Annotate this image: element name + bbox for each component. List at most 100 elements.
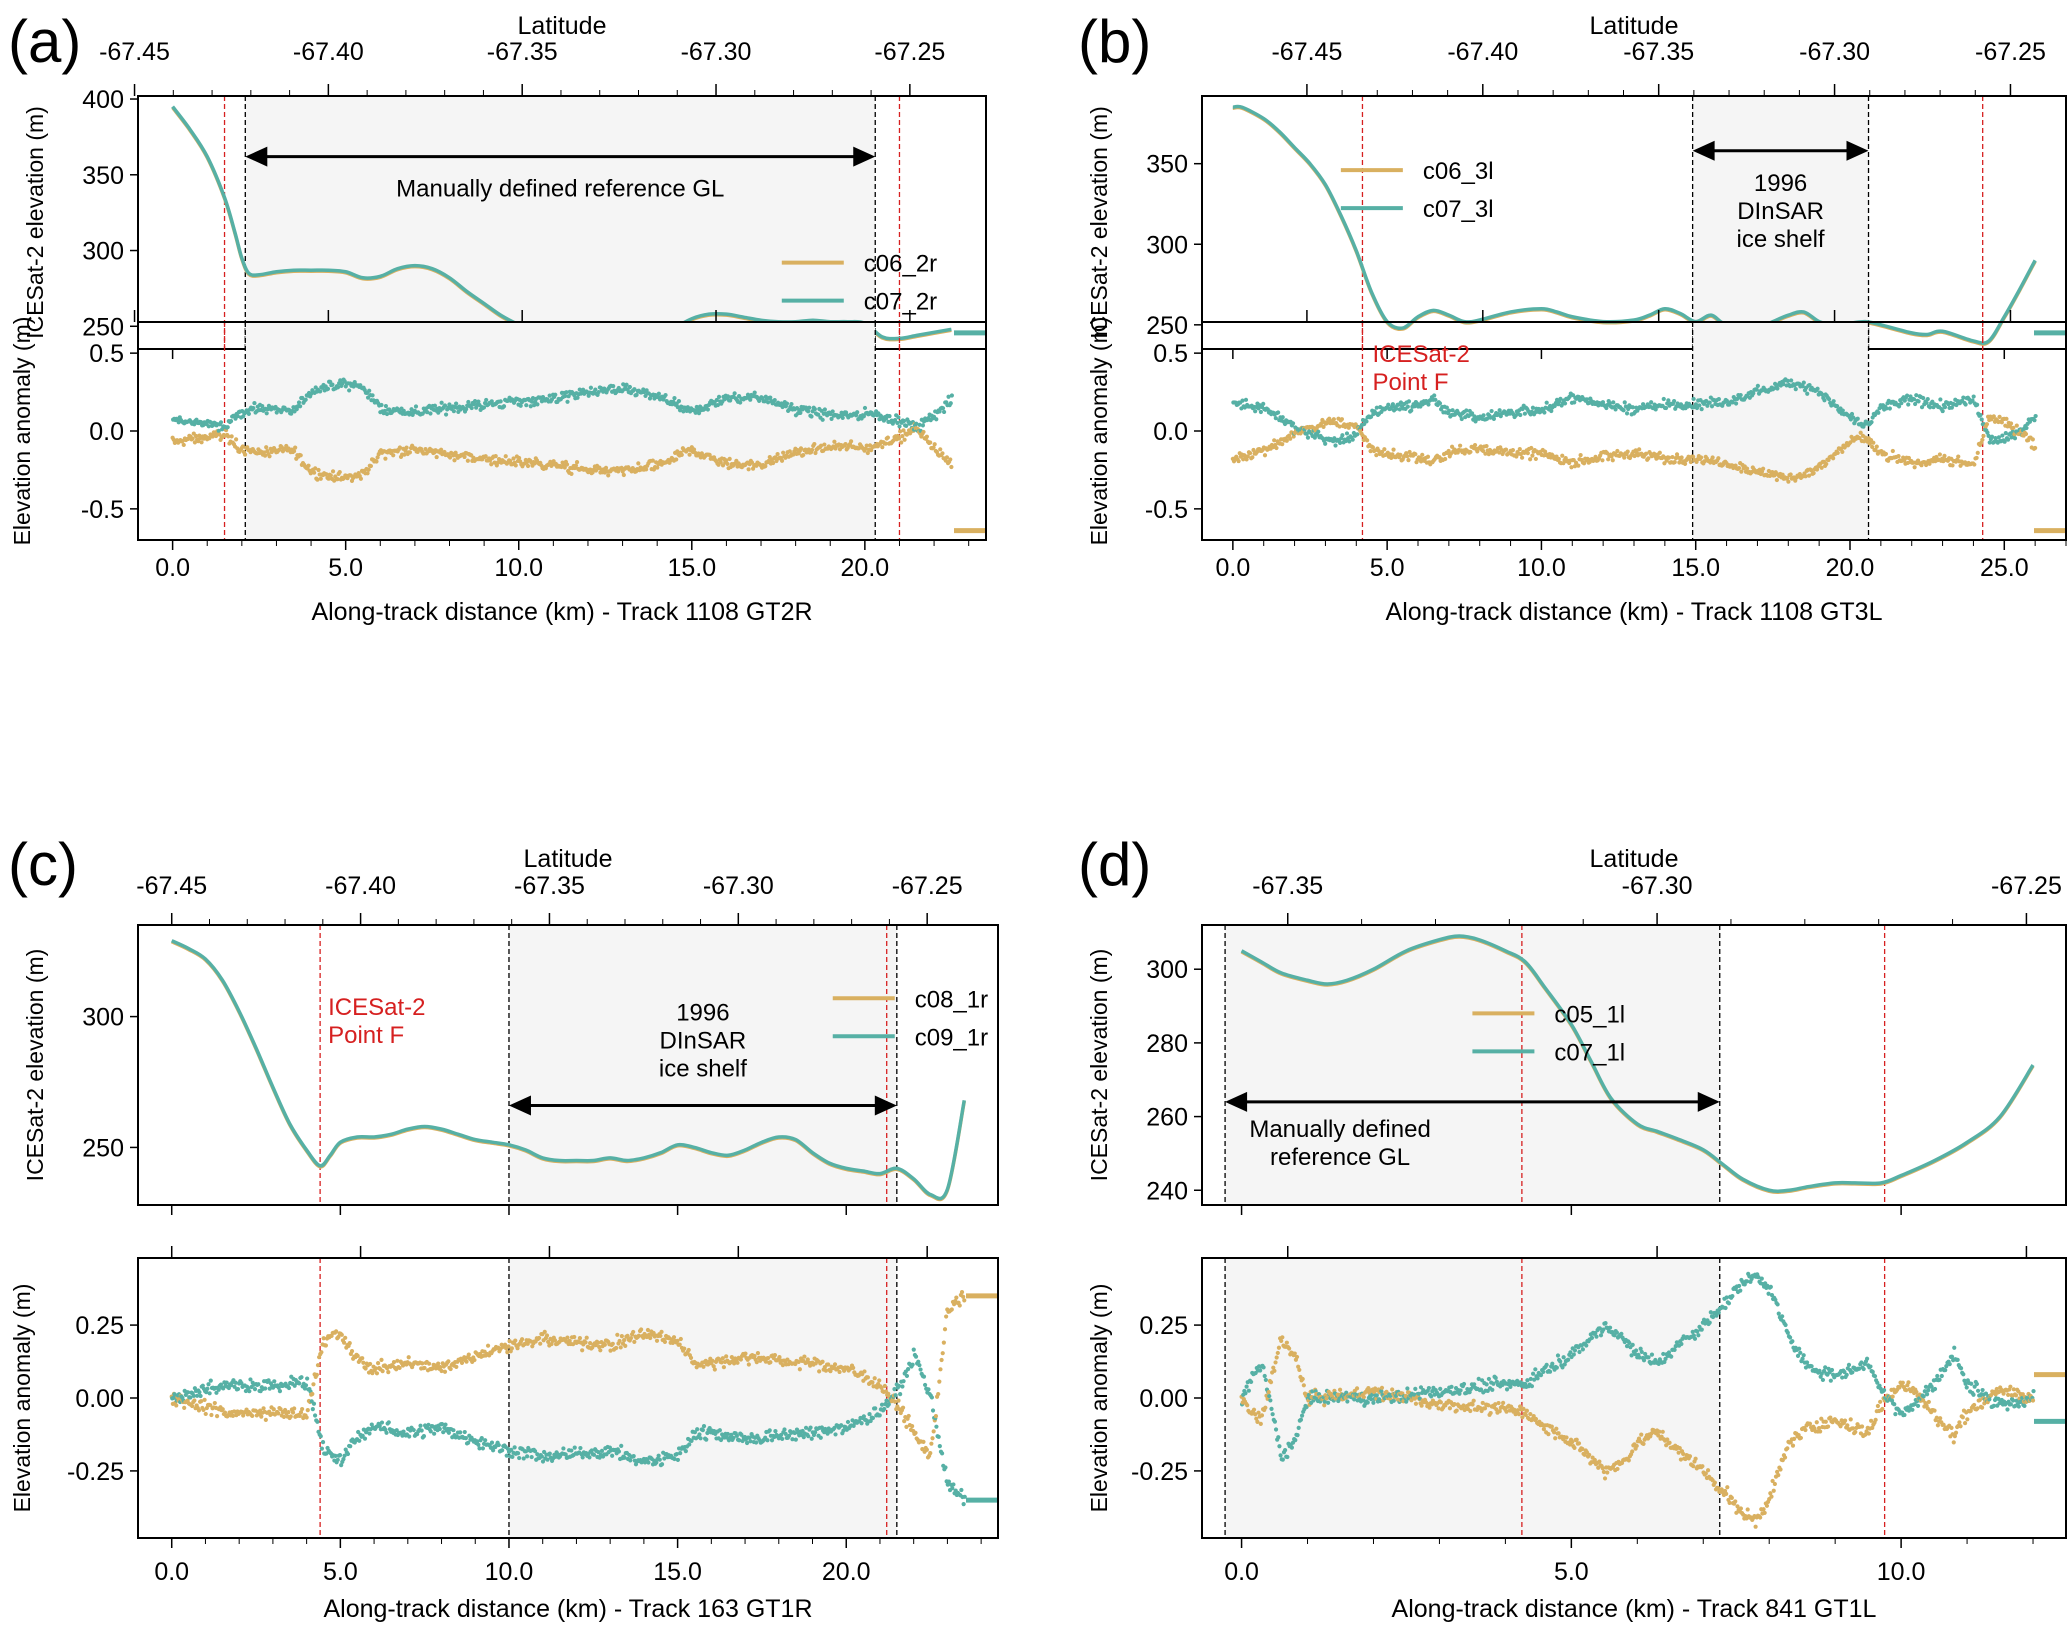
- scatter-point-teal: [939, 1451, 945, 1456]
- scatter-point-teal: [1447, 408, 1452, 413]
- latitude-tick-label: -67.25: [874, 38, 945, 66]
- scatter-point-teal: [523, 1449, 529, 1454]
- scatter-point-gold: [1625, 449, 1630, 454]
- scatter-point-teal: [563, 1452, 568, 1457]
- scatter-point-gold: [928, 440, 933, 445]
- scatter-points: [1239, 1271, 2036, 1529]
- scatter-point-teal: [695, 407, 700, 412]
- scatter-point-teal: [897, 424, 902, 429]
- scatter-point-teal: [233, 1380, 238, 1385]
- scatter-point-gold: [349, 1349, 355, 1354]
- scatter-point-gold: [1253, 1412, 1258, 1417]
- scatter-point-teal: [1438, 1386, 1443, 1391]
- scatter-point-gold: [328, 473, 333, 478]
- scatter-point-gold: [368, 463, 374, 469]
- scatter-point-teal: [447, 402, 452, 407]
- scatter-point-gold: [608, 1348, 613, 1353]
- scatter-points: [169, 1290, 967, 1507]
- y-tick-label: 0.0: [89, 418, 124, 446]
- scatter-point-teal: [747, 1435, 752, 1440]
- scatter-point-teal: [214, 1390, 219, 1395]
- series-line-c06_3l: [1232, 105, 2037, 346]
- scatter-point-gold: [588, 1340, 593, 1346]
- scatter-point-teal: [443, 1422, 448, 1427]
- scatter-point-teal: [428, 411, 433, 416]
- scatter-point-teal: [768, 395, 773, 400]
- scatter-point-gold: [226, 434, 231, 439]
- scatter-point-teal: [657, 1457, 662, 1462]
- scatter-point-gold: [879, 1385, 884, 1390]
- scatter-point-teal: [464, 406, 469, 412]
- scatter-point-teal: [659, 1462, 665, 1467]
- scatter-point-teal: [256, 1382, 261, 1387]
- scatter-point-teal: [476, 399, 481, 404]
- scatter-point-gold: [427, 1361, 432, 1366]
- scatter-point-teal: [922, 1382, 928, 1388]
- scatter-point-gold: [775, 451, 780, 457]
- scatter-point-teal: [674, 1451, 679, 1457]
- scatter-point-teal: [1699, 406, 1704, 412]
- scatter-point-gold: [658, 1333, 663, 1338]
- scatter-point-gold: [1831, 456, 1836, 461]
- scatter-point-teal: [218, 420, 224, 425]
- scatter-point-gold: [828, 1368, 833, 1374]
- scatter-point-teal: [1773, 381, 1778, 386]
- x-axis-label: Along-track distance (km) - Track 1108 G…: [311, 598, 812, 626]
- scatter-point-gold: [826, 1362, 831, 1367]
- scatter-point-teal: [676, 399, 682, 404]
- scatter-point-gold: [259, 1414, 264, 1419]
- scatter-point-gold: [174, 1403, 179, 1408]
- scatter-point-gold: [932, 442, 937, 447]
- scatter-point-gold: [1803, 474, 1808, 479]
- scatter-point-teal: [1409, 408, 1414, 413]
- latitude-tick-label: -67.45: [136, 872, 207, 900]
- scatter-point-teal: [693, 410, 698, 415]
- scatter-point-gold: [1275, 1350, 1280, 1356]
- scatter-point-teal: [822, 407, 827, 412]
- scatter-point-gold: [1301, 1383, 1306, 1388]
- scatter-point-teal: [786, 1433, 792, 1438]
- axes-frame: [1201, 95, 2067, 350]
- scatter-point-gold: [312, 470, 317, 475]
- scatter-point-teal: [631, 1453, 636, 1459]
- scatter-point-gold: [1691, 454, 1696, 459]
- latitude-axis-label: Latitude: [1590, 845, 1679, 873]
- scatter-point-gold: [801, 452, 806, 458]
- scatter-point-teal: [2012, 436, 2018, 441]
- scatter-point-gold: [1472, 443, 1478, 448]
- scatter-point-gold: [196, 439, 201, 444]
- scatter-point-gold: [569, 471, 574, 476]
- shaded-region: [508, 1258, 897, 1538]
- scatter-point-teal: [1666, 398, 1671, 403]
- y-tick-label: 0.00: [75, 1385, 124, 1413]
- scatter-point-teal: [1289, 1445, 1294, 1450]
- scatter-point-teal: [941, 409, 947, 415]
- scatter-point-gold: [1606, 457, 1611, 462]
- scatter-point-teal: [634, 392, 639, 397]
- scatter-point-gold: [1245, 1403, 1250, 1408]
- scatter-point-gold: [1419, 1403, 1424, 1408]
- scatter-point-teal: [303, 1383, 309, 1388]
- scatter-point-gold: [263, 1417, 268, 1422]
- scatter-point-teal: [780, 1436, 785, 1442]
- scatter-point-gold: [440, 1361, 445, 1366]
- scatter-point-teal: [1899, 401, 1904, 406]
- scatter-point-gold: [931, 1429, 936, 1434]
- scatter-point-teal: [204, 1390, 209, 1395]
- scatter-point-teal: [539, 1454, 544, 1459]
- scatter-point-gold: [538, 1341, 543, 1346]
- scatter-point-gold: [1525, 451, 1530, 456]
- scatter-point-teal: [917, 1363, 922, 1368]
- scatter-point-teal: [504, 1453, 509, 1458]
- scatter-point-gold: [1604, 450, 1610, 456]
- y-axis-label: Elevation anomaly (m): [9, 317, 35, 546]
- scatter-point-gold: [931, 445, 936, 450]
- scatter-point-gold: [220, 1407, 225, 1412]
- scatter-point-teal: [819, 408, 824, 413]
- scatter-point-gold: [407, 450, 413, 455]
- y-tick-label: -0.25: [67, 1458, 124, 1486]
- scatter-point-teal: [1397, 407, 1402, 412]
- scatter-point-gold: [502, 1342, 508, 1347]
- scatter-point-gold: [462, 454, 467, 460]
- scatter-points: [1230, 377, 2038, 484]
